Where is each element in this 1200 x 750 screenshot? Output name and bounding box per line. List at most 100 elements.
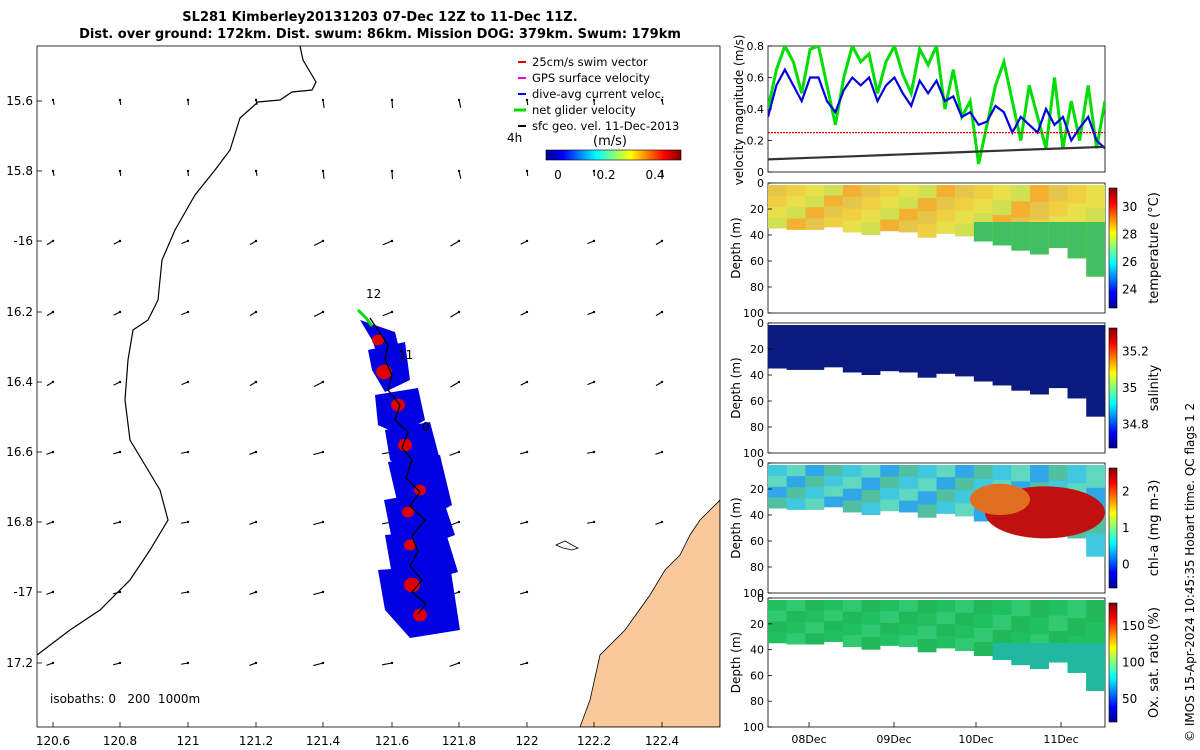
section-cell [805,465,825,477]
map-ytick-label: 16.2 [6,305,33,319]
velocity-arrow-tail [457,520,461,524]
velocity-arrow [449,451,460,456]
section-cell [880,634,899,646]
map-colorbar-tick: 0.2 [596,168,615,182]
velocity-arrow-tail [592,520,596,524]
velocity-arrow [322,170,325,179]
velocity-arrow-tail [321,520,325,524]
section-cell [786,465,806,477]
depth-tick-label: 0 [757,177,764,190]
section-cell [992,630,1012,645]
imos-credit: © IMOS 15-Apr-2024 10:45:35 Hobart time.… [1183,402,1197,742]
map-colorbar-tick: 0.4 [645,168,664,182]
velocity-arrow-tail [118,239,122,243]
section-cell [824,486,843,497]
colorbar-tick-label: 34.8 [1122,418,1149,432]
map-xtick-label: 121.8 [442,734,476,748]
velocity-y-ticks: 0 0.2 0.4 0.6 0.8 [747,40,772,179]
section-cell [861,362,881,375]
section-cell [805,196,825,208]
section-cell [973,353,993,368]
swim-vector-wedge [404,539,416,551]
map-ytick-label: -17 [13,585,33,599]
section-cell [768,621,787,633]
section-cell [880,336,899,348]
velocity-arrow-tail [525,380,529,384]
section-cell [992,615,1012,630]
section-cell [973,185,993,200]
velocity-arrow [313,521,324,526]
section-cell [936,477,956,490]
section-cell [880,219,899,232]
section-cell [1067,325,1087,344]
section-cell [880,622,899,635]
section-cell [824,496,843,508]
section-cell [861,185,881,198]
velocity-arrow-tail [390,98,394,102]
section-cell [973,325,993,340]
section-cell [1067,185,1087,204]
map-ytick-label: 15.6 [6,94,33,108]
section-cell [936,489,956,502]
section-cell [1011,325,1031,342]
section-colorbar [1108,602,1118,723]
colorbar-tick-label: 35.2 [1122,344,1149,358]
section-cell [861,197,881,210]
velocity-ytick-label: 0.6 [747,72,765,85]
velocity-arrow-tail [51,380,55,384]
section-cell [936,465,956,478]
section-cell [899,500,918,513]
velocity-ytick-label: 0.2 [747,135,765,148]
section-cell [842,600,862,612]
section-cell [899,488,918,501]
section-cell [917,325,937,339]
colorbar-tick-label: 1 [1122,521,1130,535]
section-cell [1086,347,1105,371]
section-cell [899,465,918,477]
velocity-arrow-tail [525,520,529,524]
section-cell [992,643,1012,660]
section-cell [973,465,993,480]
colorbar-tick-label: 24 [1122,282,1137,296]
velocity-arrow [313,451,324,456]
section-cell [1086,622,1105,646]
section-cell [880,359,899,372]
velocity-arrow-tail [186,169,190,173]
velocity-arrow-tail [51,310,55,314]
velocity-arrow-tail [457,310,461,314]
velocity-ylabel: velocity magnitude (m/s) [732,35,746,186]
section-cell [936,325,956,338]
velocity-arrow [382,662,393,666]
section-cell [842,465,862,477]
section-cell [917,613,937,626]
section-cell [880,611,899,623]
depth-axis-label: Depth (m) [729,497,743,558]
section-cell [973,614,993,628]
section-cell [899,348,918,361]
section-cell [768,206,787,218]
section-cell [861,490,881,503]
section-cell [1030,325,1049,343]
section-cell [786,347,806,359]
section-cell [842,185,862,197]
velocity-arrow-tail [457,239,461,243]
section-cell [768,357,787,369]
section-cell [768,195,787,207]
section-cell [768,185,787,196]
section-cell [842,611,862,624]
section-cell [805,347,825,359]
depth-tick-label: 40 [750,644,764,657]
depth-tick-label: 80 [750,561,764,574]
map-ytick-label: 17.2 [6,656,33,670]
section-cell [955,612,974,626]
date-tick-label: 08Dec [791,733,826,746]
velocity-arrow [382,311,393,317]
day-label-12: 12 [366,287,381,301]
section-cell [805,185,825,197]
section-cell [899,220,918,233]
section-cell [899,476,918,489]
velocity-arrow-tail [592,450,596,454]
section-cell [1067,222,1087,259]
legend-swim-label: 25cm/s swim vector [532,55,648,69]
